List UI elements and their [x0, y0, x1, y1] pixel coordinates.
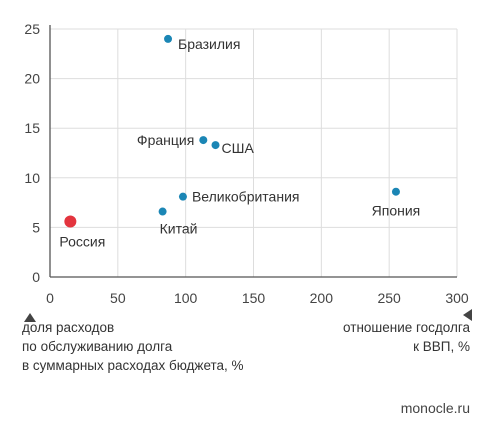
data-label: Великобритания: [192, 189, 300, 205]
arrow-left-icon: [463, 309, 472, 321]
data-points: [64, 34, 400, 228]
y-tick-label: 10: [24, 170, 40, 186]
axes: [49, 25, 457, 278]
x-axis-label: отношение госдолга к ВВП, %: [343, 318, 470, 356]
x-tick-label: 100: [174, 290, 198, 306]
arrow-up-icon: [24, 313, 36, 322]
data-point: [178, 192, 187, 201]
y-axis-label-line: по обслуживанию долга: [22, 339, 173, 354]
y-axis-label: доля расходов по обслуживанию долга в су…: [22, 318, 244, 375]
data-point-highlight: [64, 215, 77, 228]
data-point: [199, 136, 208, 145]
data-point: [211, 141, 220, 150]
x-tick-label: 50: [110, 290, 126, 306]
data-label: США: [222, 140, 255, 156]
x-tick-label: 250: [377, 290, 401, 306]
grid: [50, 28, 458, 277]
y-tick-label: 15: [24, 120, 40, 136]
y-tick-label: 0: [32, 269, 40, 285]
source-credit: monocle.ru: [400, 400, 470, 416]
data-point: [391, 187, 400, 196]
data-label: Китай: [160, 221, 198, 237]
y-axis-label-line: доля расходов: [22, 320, 115, 335]
data-label: Бразилия: [178, 36, 240, 52]
data-label: Франция: [137, 132, 194, 148]
x-tick-label: 200: [310, 290, 334, 306]
x-axis-label-line: к ВВП, %: [413, 339, 470, 354]
x-tick-label: 300: [445, 290, 469, 306]
data-label: Япония: [372, 203, 421, 219]
y-axis-label-line: в суммарных расходах бюджета, %: [22, 358, 244, 373]
x-axis-label-line: отношение госдолга: [343, 320, 470, 335]
data-labels: Бразилия Франция США Великобритания Китай Япо…: [59, 36, 420, 250]
data-point: [164, 34, 173, 43]
data-label: Россия: [59, 233, 105, 249]
x-tick-label: 150: [242, 290, 266, 306]
y-tick-label: 20: [24, 71, 40, 87]
y-tick-label: 5: [32, 219, 40, 235]
data-point: [158, 207, 167, 216]
y-tick-label: 25: [24, 21, 40, 37]
x-tick-label: 0: [46, 290, 54, 306]
